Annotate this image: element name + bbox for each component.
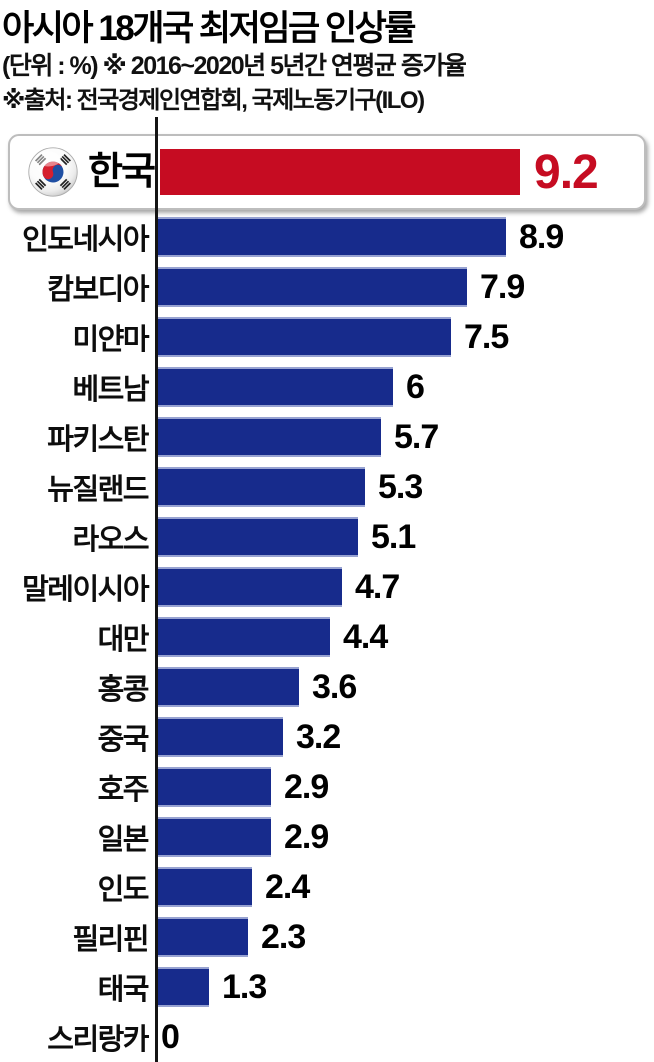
country-label: 대만 [97,624,150,656]
country-label: 라오스 [72,524,149,556]
bar-row: 대만 4.4 [0,612,654,662]
bar-row: 호주 2.9 [0,762,654,812]
value-label: 4.4 [343,617,388,656]
country-label: 파키스탄 [47,424,149,456]
bar [158,217,506,257]
value-label: 1.3 [222,967,267,1006]
country-label: 미얀마 [72,324,149,356]
country-label: 중국 [97,724,150,756]
value-label: 5.7 [394,417,439,456]
country-label: 태국 [97,974,150,1006]
bar [158,817,271,857]
value-label: 0 [161,1017,180,1056]
country-label: 한국 [88,151,156,193]
value-label: 2.4 [265,867,310,906]
country-label: 호주 [97,774,150,806]
value-label: 3.6 [312,667,357,706]
bar-row: 태국 1.3 [0,962,654,1012]
highlight-bar [160,149,520,195]
south-korea-flag-icon [28,147,78,197]
country-label: 캄보디아 [47,274,149,306]
value-label: 7.9 [480,267,525,306]
value-label: 3.2 [296,717,341,756]
bar-row: 중국 3.2 [0,712,654,762]
country-label: 뉴질랜드 [47,474,149,506]
bar-row: 인도 2.4 [0,862,654,912]
value-label: 2.9 [284,767,329,806]
source-note: ※출처: 전국경제인연합회, 국제노동기구(ILO) [2,87,425,114]
bar-row: 라오스 5.1 [0,512,654,562]
bar [158,317,451,357]
value-label: 7.5 [464,317,509,356]
bar [158,967,209,1007]
bar [158,517,358,557]
value-label: 4.7 [355,567,400,606]
country-label: 말레이시아 [22,574,149,606]
bar-row: 스리랑카 0 [0,1012,654,1062]
value-label: 5.3 [378,467,423,506]
country-label: 스리랑카 [47,1024,149,1056]
bar [158,917,248,957]
value-label: 6 [406,367,425,406]
unit-note: (단위 : %) ※ 2016~2020년 5년간 연평균 증가율 [2,52,467,80]
bar [158,717,283,757]
bar-row: 말레이시아 4.7 [0,562,654,612]
bar-row: 캄보디아 7.9 [0,262,654,312]
bar [158,767,271,807]
bar [158,617,330,657]
country-label: 홍콩 [97,674,150,706]
country-label: 인도 [97,874,150,906]
value-label: 2.9 [284,817,329,856]
bar-row: 베트남 6 [0,362,654,412]
bar-row: 인도네시아 8.9 [0,212,654,262]
bar [158,267,467,307]
bar-row: 필리핀 2.3 [0,912,654,962]
axis-line [155,117,158,1062]
value-label: 8.9 [519,217,564,256]
value-label: 5.1 [371,517,416,556]
bar-rows: 인도네시아 8.9 캄보디아 7.9 미얀마 7.5 베트남 6 파키스탄 5.… [0,212,654,1062]
bar [158,417,381,457]
country-label: 인도네시아 [22,224,149,256]
bar-row: 미얀마 7.5 [0,312,654,362]
bar [158,567,342,607]
bar [158,467,365,507]
bar-row: 파키스탄 5.7 [0,412,654,462]
bar [158,367,393,407]
bar-row: 뉴질랜드 5.3 [0,462,654,512]
bar-row: 일본 2.9 [0,812,654,862]
bar [158,667,299,707]
country-label: 베트남 [72,374,149,406]
value-label: 9.2 [534,146,599,199]
bar [158,867,252,907]
country-label: 일본 [97,824,150,856]
page-title: 아시아 18개국 최저임금 인상률 [2,9,417,48]
highlight-row-korea: 한국 9.2 [8,134,646,210]
bar-row: 홍콩 3.6 [0,662,654,712]
country-label: 필리핀 [72,924,149,956]
value-label: 2.3 [261,917,306,956]
